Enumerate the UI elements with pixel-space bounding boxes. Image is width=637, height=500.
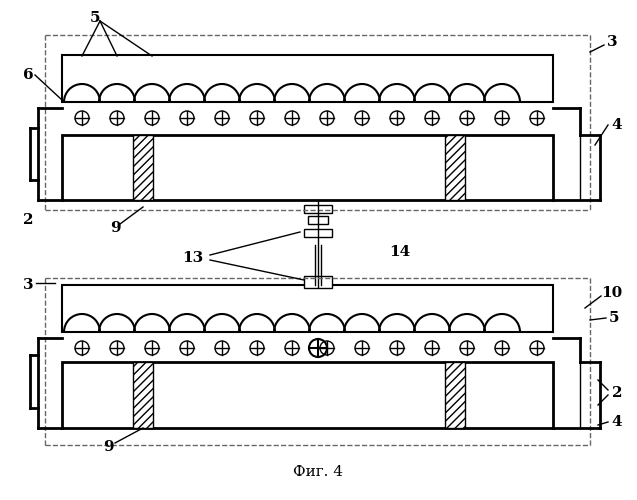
Bar: [133, 362, 153, 428]
Text: 10: 10: [601, 286, 622, 300]
Bar: [304, 205, 332, 213]
Bar: [62, 362, 553, 428]
Text: 14: 14: [389, 245, 411, 259]
Text: 9: 9: [103, 440, 113, 454]
Bar: [62, 285, 553, 332]
Text: 5: 5: [90, 11, 100, 25]
Bar: [133, 135, 153, 200]
Text: 5: 5: [609, 311, 619, 325]
Text: 13: 13: [182, 251, 204, 265]
Text: 4: 4: [612, 118, 622, 132]
Text: 3: 3: [23, 278, 33, 292]
Text: 9: 9: [110, 221, 120, 235]
Bar: [304, 276, 332, 288]
Bar: [304, 229, 332, 237]
Bar: [308, 216, 328, 224]
Bar: [62, 55, 553, 102]
Bar: [445, 135, 465, 200]
Text: 6: 6: [23, 68, 33, 82]
Text: 4: 4: [612, 415, 622, 429]
Bar: [62, 135, 553, 200]
Text: 2: 2: [23, 213, 33, 227]
Bar: [445, 362, 465, 428]
Text: Фиг. 4: Фиг. 4: [293, 465, 343, 479]
Text: 2: 2: [612, 386, 622, 400]
Text: 3: 3: [606, 35, 617, 49]
